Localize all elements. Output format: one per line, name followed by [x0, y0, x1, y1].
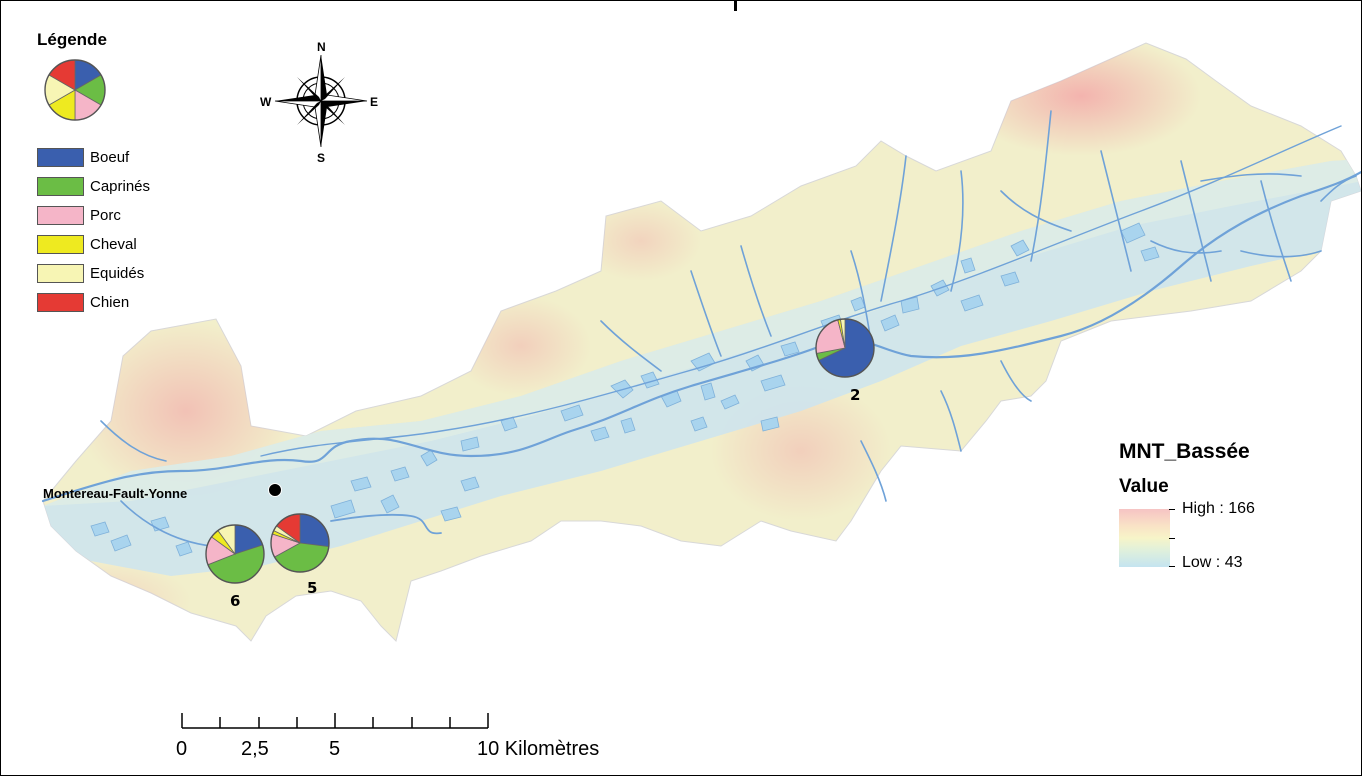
- site-pie-5[interactable]: [270, 513, 330, 573]
- site-pie-6[interactable]: [205, 524, 265, 584]
- legend-item-chien: Chien: [37, 292, 129, 312]
- legend-swatch: [37, 176, 84, 196]
- ramp-low-label: Low : 43: [1182, 554, 1243, 571]
- site-label-6: 6: [230, 592, 241, 610]
- legend-item-label: Porc: [90, 206, 121, 224]
- legend-pie-outline: [44, 59, 106, 121]
- legend-item-boeuf: Boeuf: [37, 147, 129, 167]
- legend-swatch: [37, 292, 84, 312]
- site-pie-5-outline: [270, 513, 330, 573]
- site-pie-2[interactable]: [815, 318, 875, 378]
- legend-item-caprines: Caprinés: [37, 176, 150, 196]
- site-pies: [205, 318, 875, 584]
- legend-item-label: Chien: [90, 293, 130, 311]
- site-pie-6-outline: [205, 524, 265, 584]
- legend-item-label: Caprinés: [90, 177, 151, 195]
- site-label-5: 5: [307, 579, 318, 597]
- ramp-tick: [1169, 566, 1175, 567]
- ramp-tick: [1169, 509, 1175, 510]
- town-label: Montereau-Fault-Yonne: [43, 486, 188, 501]
- compass-south-label: S: [317, 151, 326, 165]
- legend-item-label: Equidés: [90, 264, 145, 282]
- scale-label-10: 10 Kilomètres: [477, 738, 600, 760]
- town-marker[interactable]: [268, 483, 282, 497]
- canal: [260, 125, 1342, 457]
- site-label-2: 2: [850, 386, 861, 404]
- scale-bar: [181, 713, 489, 729]
- legend-swatch: [37, 234, 84, 254]
- legend-swatch: [37, 263, 84, 283]
- scale-label-0: 0: [176, 738, 188, 760]
- legend-title: Légende: [37, 30, 107, 49]
- raster-legend-subtitle: Value: [1119, 476, 1169, 497]
- ramp-high-label: High : 166: [1182, 500, 1255, 517]
- compass-west-label: W: [260, 95, 272, 109]
- site-pie-2-outline: [815, 318, 875, 378]
- legend-swatch: [37, 205, 84, 225]
- hydro-network: [41, 110, 1361, 547]
- legend-item-cheval: Cheval: [37, 234, 137, 254]
- scale-label-2-5: 2,5: [241, 738, 269, 760]
- legend-item-porc: Porc: [37, 205, 121, 225]
- scale-label-5: 5: [329, 738, 341, 760]
- legend-item-label: Cheval: [90, 235, 137, 253]
- water-bodies: [90, 222, 1160, 557]
- raster-legend-title: MNT_Bassée: [1119, 440, 1250, 463]
- north-arrow-icon: [274, 54, 368, 148]
- ramp-tick: [1169, 538, 1175, 539]
- legend-swatch: [37, 147, 84, 167]
- legend-item-equides: Equidés: [37, 263, 144, 283]
- top-mark: [734, 1, 737, 11]
- compass-east-label: E: [370, 95, 379, 109]
- legend-item-label: Boeuf: [90, 148, 130, 166]
- seine-river: [41, 170, 1361, 503]
- color-ramp: [1119, 509, 1170, 567]
- legend-pie-icon: [44, 59, 106, 121]
- compass-north-label: N: [317, 40, 326, 54]
